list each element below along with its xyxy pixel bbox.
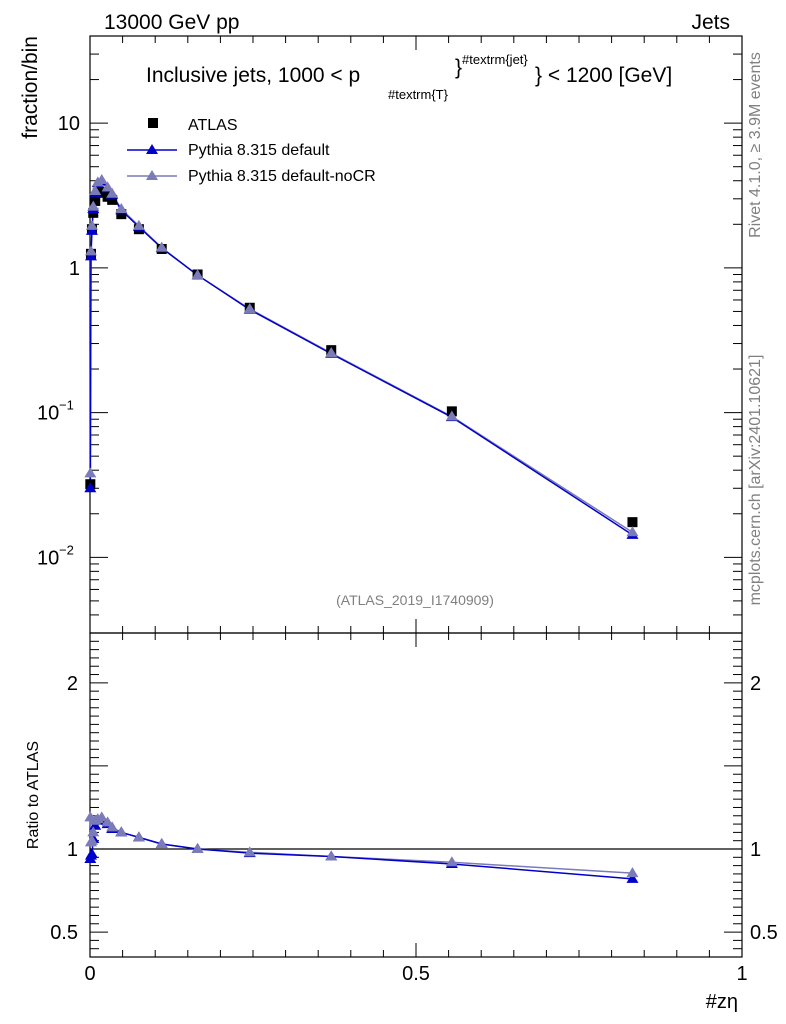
atlas-data-point [90, 195, 101, 206]
ratio-nocr-point [95, 811, 108, 822]
nocr-data-point [89, 184, 102, 195]
x-tick-label: 0.5 [402, 963, 430, 985]
ratio-y-tick-label-left: 0.5 [50, 922, 78, 944]
mcplots-label: mcplots.cern.ch [arXiv:2401.10621] [747, 355, 764, 606]
plot-title: Inclusive jets, 1000 < p #textrm{T} } #t… [146, 52, 672, 102]
nocr-data-point [445, 410, 458, 421]
ratio-nocr-point [626, 867, 639, 878]
nocr-data-point [101, 181, 114, 192]
ratio-nocr-point [132, 831, 145, 842]
ratio-y-tick-label-right: 0.5 [750, 922, 778, 944]
series-line-default [89, 180, 633, 536]
ratio-y-axis-label: Ratio to ATLAS [25, 741, 42, 849]
x-tick-label: 0 [84, 963, 95, 985]
ratio-default-point [85, 847, 98, 858]
legend-label-atlas: ATLAS [188, 117, 238, 134]
rivet-version-label: Rivet 4.1.0, ≥ 3.9M events [747, 52, 764, 238]
ratio-nocr-point [85, 834, 98, 845]
nocr-data-point [115, 203, 128, 214]
y-tick-label-exponent: −2 [59, 542, 74, 557]
y-tick-label: 10 [58, 113, 80, 135]
nocr-data-point [191, 269, 204, 280]
ratio-y-tick-label-right: 1 [750, 839, 761, 861]
ratio-data-layer [84, 811, 639, 883]
title-main: Inclusive jets, 1000 < p [146, 64, 360, 87]
legend: ATLAS Pythia 8.315 default Pythia 8.315 … [127, 117, 376, 185]
ratio-y-tick-label-right: 2 [750, 673, 761, 695]
legend-marker-default [146, 144, 158, 154]
default-data-point [85, 224, 98, 235]
legend-marker-nocr [146, 170, 158, 180]
ratio-nocr-point [243, 846, 256, 857]
header-jets: Jets [691, 11, 730, 34]
y-tick-label: 10 [37, 403, 59, 425]
atlas-data-point [96, 186, 107, 197]
ratio-nocr-point [87, 826, 100, 837]
analysis-id: (ATLAS_2019_I1740909) [336, 592, 494, 608]
nocr-data-point [132, 219, 145, 230]
nocr-data-point [95, 173, 108, 184]
x-axis-label: #zη [706, 991, 738, 1013]
y-tick-label: 1 [69, 258, 80, 280]
legend-label-nocr: Pythia 8.315 default-noCR [188, 168, 376, 185]
ratio-nocr-point [155, 838, 168, 849]
default-data-point [84, 482, 97, 493]
y-tick-label-exponent: −1 [59, 398, 74, 413]
nocr-data-point [243, 302, 256, 313]
legend-marker-atlas [148, 118, 158, 128]
nocr-data-point [84, 245, 97, 256]
default-data-point [84, 250, 97, 261]
ratio-nocr-point [191, 843, 204, 853]
ratio-nocr-point [115, 826, 128, 837]
ratio-default-point [626, 872, 639, 883]
title-end: } < 1200 [GeV] [535, 64, 672, 87]
nocr-data-point [87, 200, 100, 211]
atlas-data-point [627, 517, 638, 528]
nocr-data-point [626, 526, 639, 537]
ratio-nocr-point [101, 816, 114, 827]
title-subscript: #textrm{T} [388, 87, 449, 102]
y-tick-label: 10 [37, 547, 59, 569]
ratio-y-tick-labels: 2 2 1 1 0.5 0.5 [50, 673, 778, 944]
main-data-layer [84, 173, 639, 539]
nocr-data-point [85, 219, 98, 230]
header-energy: 13000 GeV pp [104, 11, 239, 34]
series-line-nocr [89, 178, 633, 533]
ratio-y-tick-label-left: 1 [67, 839, 78, 861]
legend-label-default: Pythia 8.315 default [188, 142, 330, 159]
title-superscript: #textrm{jet} [462, 52, 528, 67]
x-tick-label: 1 [736, 963, 747, 985]
ratio-plot-frame [89, 632, 743, 958]
nocr-data-point [84, 467, 97, 478]
ratio-y-tick-label-left: 2 [67, 673, 78, 695]
atlas-data-point [107, 194, 118, 205]
x-tick-labels: 0 0.5 1 [84, 963, 747, 985]
ratio-axis-ticks [89, 632, 743, 958]
ratio-nocr-point [106, 821, 119, 832]
ratio-nocr-point [445, 856, 458, 867]
title-brace: } [455, 56, 462, 79]
ratio-nocr-point [325, 850, 338, 861]
nocr-data-point [155, 241, 168, 252]
nocr-data-point [106, 187, 119, 198]
nocr-data-point [325, 347, 338, 358]
main-y-axis-label: fraction/bin [19, 36, 42, 139]
